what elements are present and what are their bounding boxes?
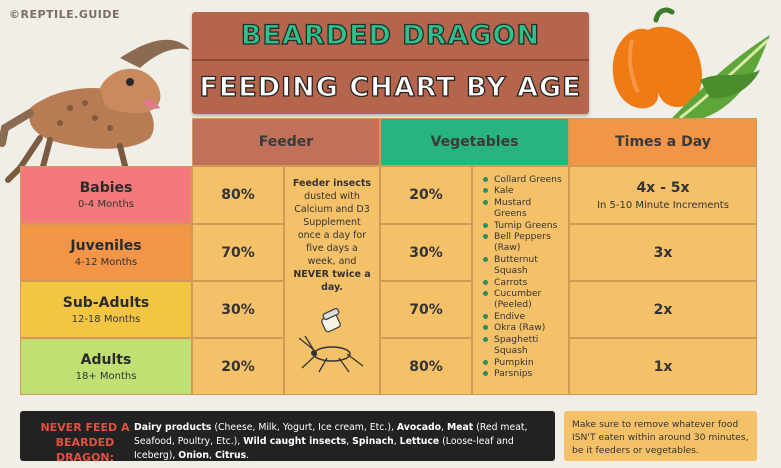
vegetable-item: Mustard Greens xyxy=(483,197,564,220)
never-feed-detail: , xyxy=(346,436,353,447)
vegetable-item: Endive xyxy=(483,311,564,322)
feeder-pct-value: 80% xyxy=(221,187,255,203)
vegetables-header-label: Vegetables xyxy=(430,134,519,150)
never-feed-detail: . xyxy=(246,450,250,461)
times-juveniles: 3x xyxy=(569,224,757,281)
title-line-1: BEARDED DRAGON xyxy=(240,19,541,51)
vegetable-item: Cucumber (Peeled) xyxy=(483,288,564,311)
veg-pct-adults: 80% xyxy=(380,338,472,395)
never-feed-item: Dairy products xyxy=(134,422,212,433)
brand-watermark: ©REPTILE.GUIDE xyxy=(9,8,121,21)
age-name: Sub-Adults xyxy=(62,294,150,311)
vegetable-item: Collard Greens xyxy=(483,174,564,185)
feeder-pct-adults: 20% xyxy=(192,338,284,395)
title-plank-1: BEARDED DRAGON xyxy=(192,12,589,61)
veg-pct-juveniles: 30% xyxy=(380,224,472,281)
title-line-2: FEEDING CHART BY AGE xyxy=(199,71,582,103)
feeder-pct-value: 20% xyxy=(221,358,255,375)
times-adults: 1x xyxy=(569,338,757,395)
veg-pct-subadults: 70% xyxy=(380,281,472,338)
vegetable-list-cell: Collard Greens Kale Mustard Greens Turnip G… xyxy=(472,166,569,395)
never-feed-item: Spinach xyxy=(352,436,394,447)
times-header: Times a Day xyxy=(569,118,757,166)
feeder-pct-juveniles: 70% xyxy=(192,224,284,281)
times-value: 4x - 5x xyxy=(636,179,690,196)
title-plank-2: FEEDING CHART BY AGE xyxy=(192,61,589,114)
vegetable-item: Pumpkin xyxy=(483,357,564,368)
age-babies: Babies 0-4 Months xyxy=(20,166,192,224)
removal-reminder: Make sure to remove whatever food ISN'T … xyxy=(564,411,757,461)
vegetable-list: Collard Greens Kale Mustard Greens Turnip G… xyxy=(483,174,564,379)
never-feed-detail: (Loose-leaf and Iceberg), xyxy=(134,436,514,461)
kale-illustration xyxy=(670,35,770,122)
veg-pct-value: 20% xyxy=(409,187,443,203)
age-range: 0-4 Months xyxy=(77,199,135,210)
never-feed-box: NEVER FEED A BEARDED DRAGON: Dairy produ… xyxy=(20,411,555,464)
feeder-note-warning: NEVER twice a day. xyxy=(293,269,371,293)
never-feed-title: NEVER FEED A BEARDED DRAGON: xyxy=(40,421,130,464)
never-feed-item: Avocado xyxy=(396,422,442,433)
feeder-note: Feeder insects dusted with Calcium and D… xyxy=(284,166,380,395)
feeder-header-label: Feeder xyxy=(258,134,314,150)
vegetable-item: Kale xyxy=(483,185,564,196)
age-adults: Adults 18+ Months xyxy=(20,338,192,395)
veg-pct-value: 30% xyxy=(409,244,443,261)
times-babies: 4x - 5x In 5-10 Minute Increments xyxy=(569,166,757,224)
times-value: 3x xyxy=(653,244,673,261)
feeder-note-bold: Feeder insects xyxy=(292,178,372,189)
feeder-pct-value: 70% xyxy=(221,244,255,261)
never-feed-list: Dairy products (Cheese, Milk, Yogurt, Ic… xyxy=(134,421,544,463)
times-note: In 5-10 Minute Increments xyxy=(597,199,729,211)
never-feed-item: Lettuce xyxy=(399,436,440,447)
vegetable-item: Parsnips xyxy=(483,368,564,379)
times-header-label: Times a Day xyxy=(615,134,711,150)
never-feed-item: Wild caught insects xyxy=(243,436,347,447)
age-subadults: Sub-Adults 12-18 Months xyxy=(20,281,192,338)
vegetable-item: Butternut Squash xyxy=(483,254,564,277)
vegetable-item: Turnip Greens xyxy=(483,220,564,231)
never-feed-detail: (Red meat, Seafood, Poultry, Etc.), xyxy=(134,422,528,447)
never-feed-detail: , xyxy=(393,436,400,447)
never-feed-detail: , xyxy=(441,422,447,433)
vegetable-item: Spaghetti Squash xyxy=(483,334,564,357)
feeder-note-text: Feeder insects dusted with Calcium and D… xyxy=(285,177,379,294)
never-feed-item: Meat xyxy=(446,422,474,433)
vegetable-item: Okra (Raw) xyxy=(483,322,564,333)
never-feed-detail: (Cheese, Milk, Yogurt, Ice cream, Etc.), xyxy=(211,422,397,433)
vegetables-header: Vegetables xyxy=(380,118,569,166)
veg-pct-value: 70% xyxy=(409,301,443,318)
feeder-pct-value: 30% xyxy=(221,301,255,318)
never-feed-detail: , xyxy=(209,450,215,461)
times-subadults: 2x xyxy=(569,281,757,338)
times-value: 2x xyxy=(653,301,673,318)
vegetable-item: Bell Peppers (Raw) xyxy=(483,231,564,254)
times-value: 1x xyxy=(653,358,673,375)
feeder-note-body: dusted with Calcium and D3 Supplement on… xyxy=(294,191,370,267)
feeder-header: Feeder xyxy=(192,118,380,166)
age-name: Babies xyxy=(79,180,133,196)
feeder-pct-subadults: 30% xyxy=(192,281,284,338)
feeding-chart-table: Feeder Vegetables Times a Day Babies 0-4… xyxy=(20,118,757,395)
title-board: BEARDED DRAGON FEEDING CHART BY AGE xyxy=(192,12,589,114)
never-feed-item: Onion xyxy=(178,450,210,461)
bell-pepper-illustration xyxy=(612,7,702,109)
feeder-pct-babies: 80% xyxy=(192,166,284,224)
age-name: Juveniles xyxy=(70,237,142,254)
supplement-shaker-icon xyxy=(321,308,341,333)
age-range: 12-18 Months xyxy=(71,313,141,325)
age-name: Adults xyxy=(80,351,132,368)
cricket-illustration xyxy=(298,335,364,373)
veg-pct-babies: 20% xyxy=(380,166,472,224)
age-range: 4-12 Months xyxy=(74,256,138,268)
veg-pct-value: 80% xyxy=(409,358,443,375)
age-juveniles: Juveniles 4-12 Months xyxy=(20,224,192,281)
never-feed-item: Citrus xyxy=(214,450,247,461)
age-range: 18+ Months xyxy=(75,370,137,382)
vegetable-item: Carrots xyxy=(483,277,564,288)
